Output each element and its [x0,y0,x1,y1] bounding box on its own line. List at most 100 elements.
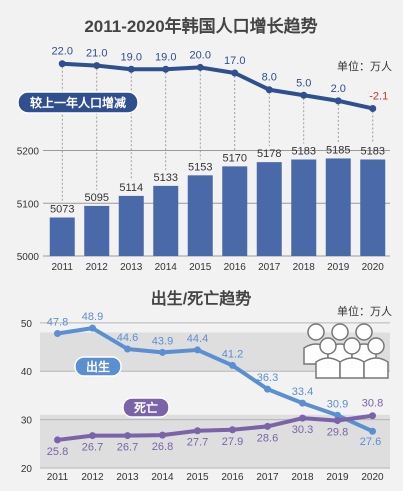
x-tick-label: 2015 [189,262,212,273]
x-tick-label: 2016 [224,262,247,273]
x-tick-label: 2020 [362,262,385,273]
x-tick-label: 2017 [258,262,281,273]
birth-point [334,411,341,419]
person-head-icon [307,323,325,341]
change-value-label: 5.0 [296,77,311,89]
x-tick-label: 2013 [120,262,143,273]
birth-point [369,427,376,435]
x-tick-label: 2015 [186,472,209,483]
death-point [159,431,166,439]
birth-value-label: 44.6 [117,332,138,344]
bar-value-label: 5170 [223,152,247,164]
change-point [369,104,377,112]
bar-2011 [49,217,75,256]
y-tick-label: 5200 [17,147,40,158]
x-tick-label: 2017 [256,472,279,483]
birth-value-label: 27.6 [360,436,381,448]
death-value-label: 25.8 [47,446,68,458]
death-value-label: 30.3 [292,424,313,436]
death-point [264,422,271,430]
y-tick-label: 5100 [17,199,40,210]
bar-value-label: 5133 [154,172,178,184]
birth-legend-pill [74,356,122,377]
bar-2020 [360,159,386,256]
change-point [196,63,204,71]
death-point [369,412,376,420]
death-point [229,426,236,434]
change-point [300,91,308,99]
change-point [58,60,66,68]
person-head-icon [331,323,349,341]
bar-2012 [84,205,110,256]
birth-point [299,399,306,407]
change-value-label: 22.0 [52,46,73,58]
change-value-label: -2.1 [369,90,388,102]
change-point [93,62,101,70]
person-head-icon [319,337,337,355]
change-point [162,65,170,73]
x-tick-label: 2020 [361,472,384,483]
change-value-label: 17.0 [224,55,245,67]
death-value-label: 27.7 [187,437,208,449]
change-value-label: 2.0 [331,83,346,95]
x-tick-label: 2018 [293,262,316,273]
x-tick-label: 2019 [327,262,350,273]
x-tick-label: 2014 [151,472,174,483]
y-tick-label: 5000 [17,252,40,263]
bar-2016 [222,166,248,256]
y-tick-label: 40 [21,367,33,378]
birth-point [229,361,236,369]
x-tick-label: 2016 [221,472,244,483]
change-value-label: 8.0 [262,72,277,84]
x-tick-label: 2012 [81,472,104,483]
person-head-icon [343,337,361,355]
bottom-unit: 单位：万人 [337,304,392,318]
change-point [334,97,342,105]
bar-2018 [291,159,317,256]
birth-value-label: 30.9 [327,398,348,410]
birth-point [159,348,166,356]
change-value-label: 20.0 [190,49,211,61]
death-legend-pill [122,397,170,418]
death-point [89,432,96,440]
bar-value-label: 5114 [119,182,143,194]
birth-point [89,324,96,332]
death-legend-label: 死亡 [134,400,158,415]
death-value-label: 28.6 [257,432,278,444]
bar-2017 [256,162,282,256]
change-value-label: 19.0 [121,51,142,63]
bar-value-label: 5185 [326,144,350,156]
death-series-line [57,413,373,442]
birth-value-label: 33.4 [292,386,313,398]
birth-value-label: 48.9 [82,311,103,323]
birth-value-label: 44.4 [187,333,208,345]
y-tick-label: 50 [21,319,33,330]
top-unit: 单位：万人 [337,59,392,73]
person-head-icon [367,337,385,355]
change-series-line [62,61,374,111]
birth-point [124,345,131,353]
bar-2019 [325,158,351,256]
change-legend-pill [17,91,139,114]
person-body-icon [363,357,389,379]
change-point [231,69,239,77]
y-tick-label: 30 [21,416,33,427]
death-value-label: 26.8 [152,441,173,453]
birth-series-line [57,326,374,434]
x-tick-label: 2011 [51,262,73,273]
x-tick-label: 2019 [326,472,349,483]
change-point [265,86,273,94]
birth-legend-label: 出生 [86,359,110,374]
death-value-label: 26.7 [117,442,138,454]
person-body-icon [339,357,365,379]
death-value-label: 27.9 [222,436,243,448]
change-legend-label: 较上一年人口增减 [30,95,126,110]
death-point [194,427,201,435]
bar-value-label: 5183 [292,146,316,158]
change-value-label: 21.0 [86,48,107,60]
birth-point [194,346,201,354]
birth-value-label: 36.3 [257,372,278,384]
change-point [127,65,135,73]
death-value-label: 30.8 [362,398,383,410]
